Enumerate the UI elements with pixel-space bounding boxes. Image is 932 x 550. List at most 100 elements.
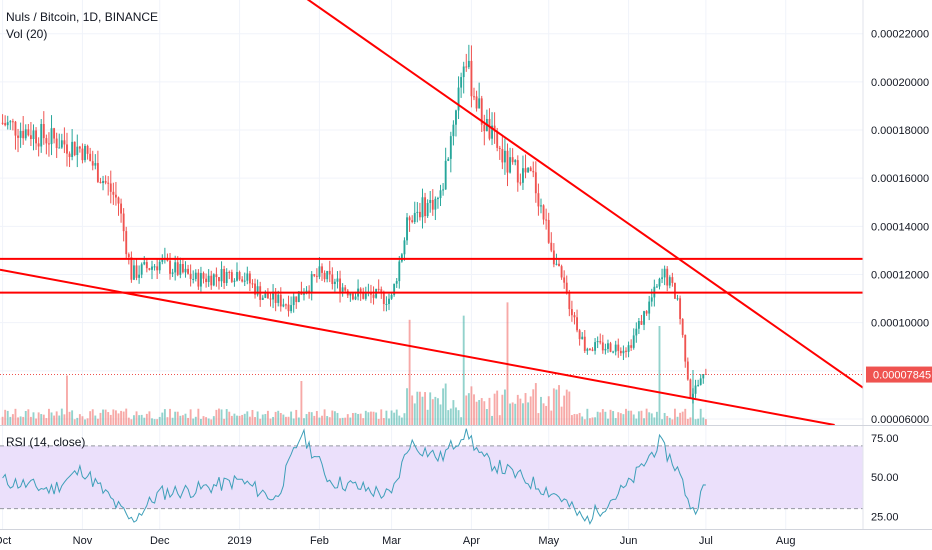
candle[interactable] — [71, 129, 74, 161]
candle[interactable] — [426, 199, 429, 218]
candle[interactable] — [594, 338, 597, 355]
candle[interactable] — [313, 273, 316, 278]
candle[interactable] — [524, 154, 527, 179]
candle[interactable] — [120, 198, 123, 223]
candle[interactable] — [261, 295, 264, 300]
candle[interactable] — [416, 202, 419, 223]
candle[interactable] — [694, 379, 697, 398]
candle[interactable] — [516, 155, 519, 192]
candle[interactable] — [542, 204, 545, 225]
candle[interactable] — [48, 132, 50, 157]
candle[interactable] — [622, 345, 625, 361]
trendlines[interactable] — [0, 0, 864, 426]
candle[interactable] — [697, 379, 700, 387]
candle[interactable] — [640, 314, 643, 325]
candle[interactable] — [243, 272, 246, 287]
candle[interactable] — [63, 127, 66, 154]
candle[interactable] — [326, 270, 329, 283]
candle[interactable] — [19, 122, 22, 148]
candle[interactable] — [573, 312, 576, 325]
candle[interactable] — [552, 243, 555, 268]
candle[interactable] — [282, 298, 285, 308]
candle[interactable] — [27, 124, 30, 137]
candle[interactable] — [349, 292, 352, 302]
candle[interactable] — [596, 336, 599, 349]
candle[interactable] — [449, 131, 452, 173]
candle[interactable] — [537, 183, 540, 216]
candle[interactable] — [238, 270, 241, 281]
candle[interactable] — [488, 108, 491, 141]
candle[interactable] — [619, 347, 622, 356]
candle[interactable] — [241, 276, 244, 283]
candle[interactable] — [668, 275, 671, 289]
candle[interactable] — [604, 343, 607, 355]
candle[interactable] — [230, 269, 233, 284]
candle[interactable] — [256, 279, 259, 297]
candle[interactable] — [102, 175, 104, 191]
candle[interactable] — [4, 115, 7, 127]
candle[interactable] — [702, 373, 705, 384]
candle[interactable] — [145, 259, 148, 273]
candle[interactable] — [699, 374, 702, 386]
candle[interactable] — [514, 159, 517, 166]
candle[interactable] — [413, 201, 416, 224]
candle[interactable] — [418, 202, 421, 221]
candle[interactable] — [84, 143, 86, 163]
candle[interactable] — [236, 262, 238, 282]
candle[interactable] — [303, 288, 305, 301]
candle[interactable] — [591, 347, 594, 352]
candle[interactable] — [532, 161, 535, 178]
candle[interactable] — [104, 175, 107, 185]
candle[interactable] — [437, 196, 439, 209]
candle[interactable] — [24, 124, 27, 141]
candle[interactable] — [681, 318, 684, 338]
candle[interactable] — [310, 271, 313, 301]
candle[interactable] — [143, 256, 146, 266]
candle[interactable] — [385, 296, 388, 312]
candle[interactable] — [382, 290, 385, 312]
candle[interactable] — [400, 252, 403, 263]
candle[interactable] — [534, 161, 537, 203]
candle[interactable] — [197, 269, 200, 290]
candle[interactable] — [434, 196, 437, 221]
candle[interactable] — [506, 143, 509, 187]
candle[interactable] — [431, 189, 434, 216]
candle[interactable] — [424, 192, 426, 224]
candle[interactable] — [375, 288, 378, 299]
candle[interactable] — [290, 296, 293, 314]
candle[interactable] — [455, 109, 457, 137]
candle[interactable] — [336, 271, 339, 289]
candle[interactable] — [315, 268, 318, 283]
candle[interactable] — [225, 268, 228, 286]
candle[interactable] — [29, 121, 32, 147]
candle[interactable] — [406, 213, 408, 245]
candle[interactable] — [22, 116, 25, 145]
candle[interactable] — [189, 264, 192, 287]
candle[interactable] — [14, 120, 17, 150]
candle[interactable] — [452, 120, 455, 146]
candle[interactable] — [467, 44, 470, 70]
candle[interactable] — [692, 388, 694, 404]
candle[interactable] — [576, 309, 578, 333]
candle[interactable] — [138, 265, 141, 284]
candle[interactable] — [614, 340, 617, 356]
candle[interactable] — [509, 147, 512, 174]
candle[interactable] — [328, 260, 331, 283]
candle[interactable] — [457, 76, 460, 120]
candle[interactable] — [465, 53, 468, 72]
candle[interactable] — [207, 269, 210, 287]
candle[interactable] — [547, 212, 550, 244]
candle[interactable] — [248, 270, 251, 292]
candle[interactable] — [444, 147, 447, 190]
candle[interactable] — [527, 167, 530, 173]
candle[interactable] — [133, 260, 135, 281]
candle[interactable] — [181, 258, 184, 274]
candle[interactable] — [395, 278, 398, 288]
candle[interactable] — [81, 143, 84, 164]
candle[interactable] — [42, 111, 45, 145]
candle[interactable] — [493, 112, 496, 144]
candle[interactable] — [323, 270, 326, 283]
candle[interactable] — [125, 226, 128, 260]
candle[interactable] — [109, 170, 112, 204]
candle[interactable] — [359, 287, 362, 301]
